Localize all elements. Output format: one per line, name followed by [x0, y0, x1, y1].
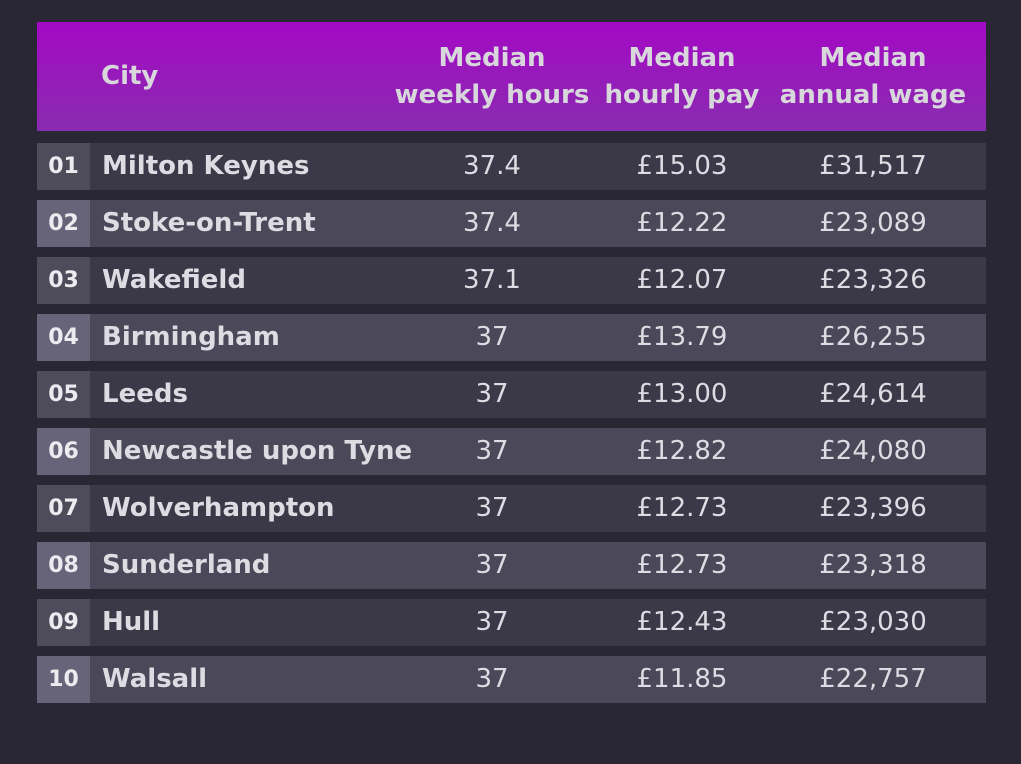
table-row: 04 Birmingham 37 £13.79 £26,255: [37, 314, 986, 361]
header-annual-wage-line2: annual wage: [779, 80, 967, 110]
table-row: 07 Wolverhampton 37 £12.73 £23,396: [37, 485, 986, 532]
annual-wage-value: £24,080: [819, 436, 927, 466]
weekly-hours-value: 37: [475, 607, 509, 637]
header-weekly-hours-line1: Median: [438, 43, 546, 73]
header-hourly-pay-line2: hourly pay: [604, 80, 760, 110]
weekly-hours-value: 37: [475, 436, 509, 466]
city-name: Sunderland: [102, 550, 271, 580]
table-row: 01 Milton Keynes 37.4 £15.03 £31,517: [37, 143, 986, 190]
annual-wage-value: £23,326: [819, 265, 927, 295]
table-row: 08 Sunderland 37 £12.73 £23,318: [37, 542, 986, 589]
weekly-hours-value: 37: [475, 322, 509, 352]
city-name: Stoke-on-Trent: [102, 208, 316, 238]
weekly-hours-value: 37.1: [463, 265, 521, 295]
rank-badge: 01: [37, 143, 90, 190]
table-row: 10 Walsall 37 £11.85 £22,757: [37, 656, 986, 703]
table-body: 01 Milton Keynes 37.4 £15.03 £31,517 02 Stoke-…: [37, 143, 986, 713]
city-name: Walsall: [102, 664, 208, 694]
city-name: Birmingham: [102, 322, 280, 352]
data-table: City Median weekly hours Median hourly p…: [37, 22, 986, 703]
hourly-pay-value: £15.03: [636, 151, 728, 181]
weekly-hours-value: 37.4: [463, 208, 521, 238]
hourly-pay-value: £12.73: [636, 550, 728, 580]
hourly-pay-value: £13.00: [636, 379, 728, 409]
hourly-pay-value: £12.82: [636, 436, 728, 466]
header-weekly-hours-line2: weekly hours: [394, 80, 590, 110]
table-row: 09 Hull 37 £12.43 £23,030: [37, 599, 986, 646]
annual-wage-value: £24,614: [819, 379, 927, 409]
hourly-pay-value: £11.85: [636, 664, 728, 694]
header-weekly-hours: Median weekly hours: [392, 40, 592, 114]
table-row: 02 Stoke-on-Trent 37.4 £12.22 £23,089: [37, 200, 986, 247]
city-name: Wolverhampton: [102, 493, 335, 523]
weekly-hours-value: 37: [475, 550, 509, 580]
annual-wage-value: £31,517: [819, 151, 927, 181]
table-row: 06 Newcastle upon Tyne 37 £12.82 £24,080: [37, 428, 986, 475]
header-city: City: [101, 61, 159, 91]
annual-wage-value: £23,089: [819, 208, 927, 238]
rank-badge: 04: [37, 314, 90, 361]
header-hourly-pay-line1: Median: [628, 43, 736, 73]
weekly-hours-value: 37: [475, 664, 509, 694]
annual-wage-value: £26,255: [819, 322, 927, 352]
city-name: Newcastle upon Tyne: [102, 436, 413, 466]
city-name: Milton Keynes: [102, 151, 310, 181]
annual-wage-value: £23,030: [819, 607, 927, 637]
rank-badge: 10: [37, 656, 90, 703]
hourly-pay-value: £12.22: [636, 208, 728, 238]
city-name: Hull: [102, 607, 161, 637]
rank-badge: 05: [37, 371, 90, 418]
rank-badge: 02: [37, 200, 90, 247]
header-annual-wage-line1: Median: [819, 43, 927, 73]
annual-wage-value: £23,318: [819, 550, 927, 580]
table-row: 03 Wakefield 37.1 £12.07 £23,326: [37, 257, 986, 304]
weekly-hours-value: 37.4: [463, 151, 521, 181]
annual-wage-value: £22,757: [819, 664, 927, 694]
header-annual-wage: Median annual wage: [775, 40, 971, 114]
weekly-hours-value: 37: [475, 493, 509, 523]
city-name: Wakefield: [102, 265, 246, 295]
weekly-hours-value: 37: [475, 379, 509, 409]
table-row: 05 Leeds 37 £13.00 £24,614: [37, 371, 986, 418]
annual-wage-value: £23,396: [819, 493, 927, 523]
hourly-pay-value: £12.73: [636, 493, 728, 523]
rank-badge: 09: [37, 599, 90, 646]
table-header: City Median weekly hours Median hourly p…: [37, 22, 986, 131]
header-hourly-pay: Median hourly pay: [587, 40, 777, 114]
rank-badge: 06: [37, 428, 90, 475]
hourly-pay-value: £12.07: [636, 265, 728, 295]
rank-badge: 07: [37, 485, 90, 532]
rank-badge: 03: [37, 257, 90, 304]
rank-badge: 08: [37, 542, 90, 589]
city-name: Leeds: [102, 379, 188, 409]
hourly-pay-value: £12.43: [636, 607, 728, 637]
hourly-pay-value: £13.79: [636, 322, 728, 352]
